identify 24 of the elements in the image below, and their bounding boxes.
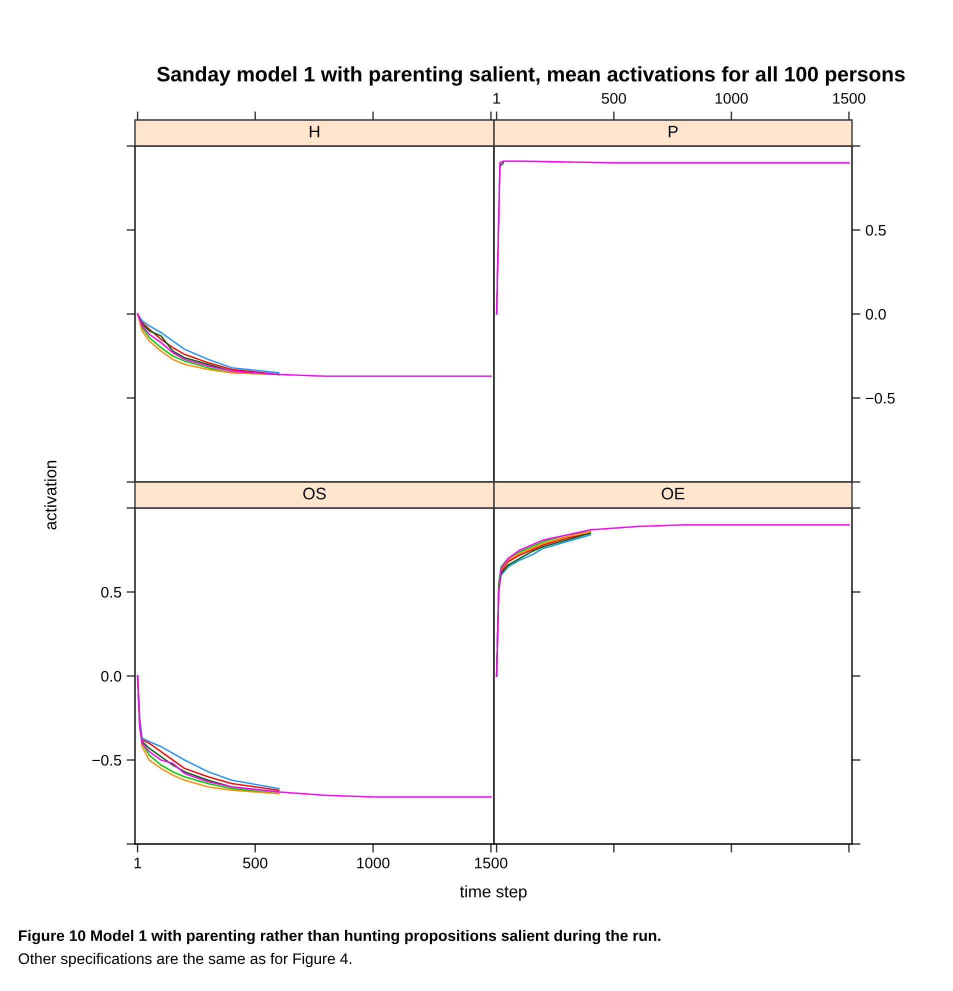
y-tick-label: −0.5 <box>866 392 895 404</box>
x-tick-label: 1500 <box>833 92 866 104</box>
y-tick-label: 0.5 <box>101 586 122 598</box>
y-axis-title: activation <box>44 460 56 530</box>
x-tick-label: 1000 <box>357 858 390 868</box>
chart-title: P <box>668 126 678 138</box>
y-tick-label: 0.0 <box>101 670 122 682</box>
chart-title: OE <box>662 488 684 500</box>
x-tick-label: 500 <box>243 858 268 868</box>
x-tick-label: 500 <box>602 92 626 104</box>
x-tick-label: 1500 <box>475 858 508 868</box>
line-series <box>136 675 492 798</box>
x-tick-label: 1 <box>494 93 500 104</box>
chart-title: H <box>310 126 320 138</box>
x-axis-title: time step <box>460 885 527 901</box>
text: Other specifications are the same as for Figure 4. <box>18 952 352 968</box>
x-tick-label: 1000 <box>716 92 748 104</box>
caption: Figure 10 Model 1 with parenting rather than hunting propositions salient during the run. <box>19 930 660 944</box>
y-tick-label: 0.0 <box>866 308 886 320</box>
y-tick-label: −0.5 <box>92 754 122 766</box>
x-tick-label: 1 <box>134 858 142 868</box>
chart-title: OS <box>303 488 326 500</box>
y-tick-label: 0.5 <box>866 224 886 236</box>
text: Sanday model 1 with parenting salient, mean activations for all 100 persons <box>157 66 905 86</box>
